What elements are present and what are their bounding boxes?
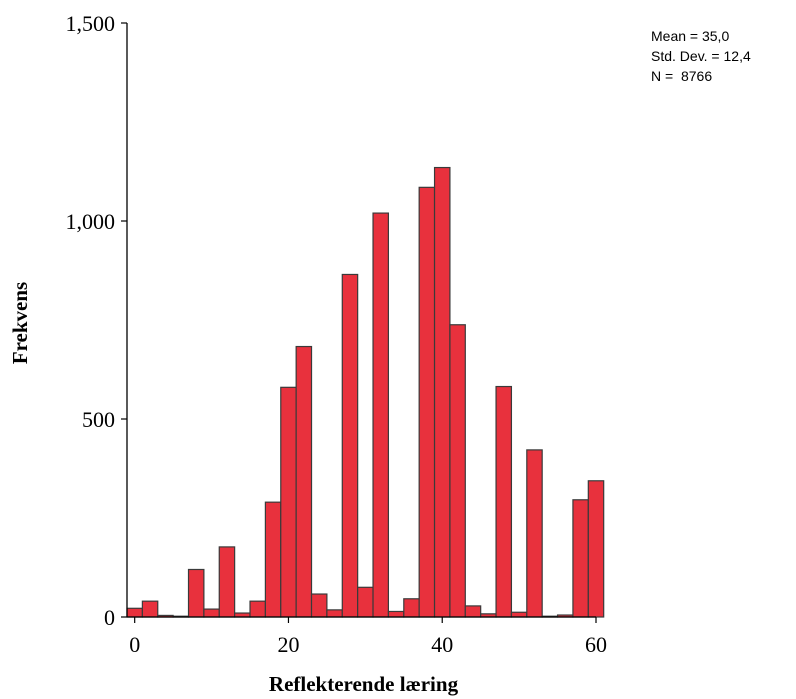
summary-statistics: Mean = 35,0 Std. Dev. = 12,4 N = 8766 bbox=[651, 26, 751, 86]
x-tick-label: 20 bbox=[277, 632, 299, 657]
histogram-bar bbox=[326, 609, 343, 618]
histogram-bar bbox=[418, 186, 436, 618]
x-axis-ticks: 0 20 40 60 bbox=[129, 617, 607, 657]
histogram-bar bbox=[464, 605, 482, 618]
histogram-bar bbox=[295, 345, 313, 618]
histogram-bar bbox=[341, 273, 359, 618]
histogram-bar bbox=[587, 480, 605, 618]
histogram-bar bbox=[141, 600, 159, 618]
histogram-bar bbox=[126, 607, 143, 618]
y-tick-label: 1,000 bbox=[66, 209, 116, 234]
histogram-bar bbox=[526, 449, 543, 618]
histogram-bar bbox=[249, 600, 267, 618]
y-tick-label: 0 bbox=[104, 605, 115, 630]
histogram-bar bbox=[310, 593, 328, 618]
stat-std-dev: Std. Dev. = 12,4 bbox=[651, 48, 751, 64]
histogram-bar bbox=[280, 386, 297, 618]
histogram-bar bbox=[449, 324, 466, 618]
histogram-bar bbox=[218, 546, 236, 618]
histogram-bar bbox=[187, 568, 205, 618]
y-axis-ticks: 0 500 1,000 1,500 bbox=[66, 11, 127, 630]
y-tick-label: 1,500 bbox=[66, 11, 116, 36]
histogram-bar bbox=[510, 611, 528, 618]
histogram-bar bbox=[572, 499, 589, 618]
stat-n: N = 8766 bbox=[651, 68, 713, 84]
x-axis-title: Reflekterende læring bbox=[269, 672, 459, 696]
stat-mean: Mean = 35,0 bbox=[651, 28, 730, 44]
x-tick-label: 0 bbox=[129, 632, 140, 657]
histogram-bar bbox=[357, 586, 374, 618]
x-tick-label: 60 bbox=[585, 632, 607, 657]
histogram-bar bbox=[433, 166, 451, 618]
histogram-bars bbox=[126, 166, 605, 618]
x-tick-label: 40 bbox=[431, 632, 453, 657]
histogram-bar bbox=[387, 610, 405, 618]
y-axis-title: Frekvens bbox=[8, 282, 32, 364]
histogram-bar bbox=[495, 385, 513, 618]
histogram-bar bbox=[264, 501, 282, 618]
histogram-bar bbox=[372, 212, 390, 618]
y-tick-label: 500 bbox=[82, 407, 115, 432]
histogram-bar bbox=[403, 598, 420, 618]
histogram-bar bbox=[203, 608, 220, 618]
